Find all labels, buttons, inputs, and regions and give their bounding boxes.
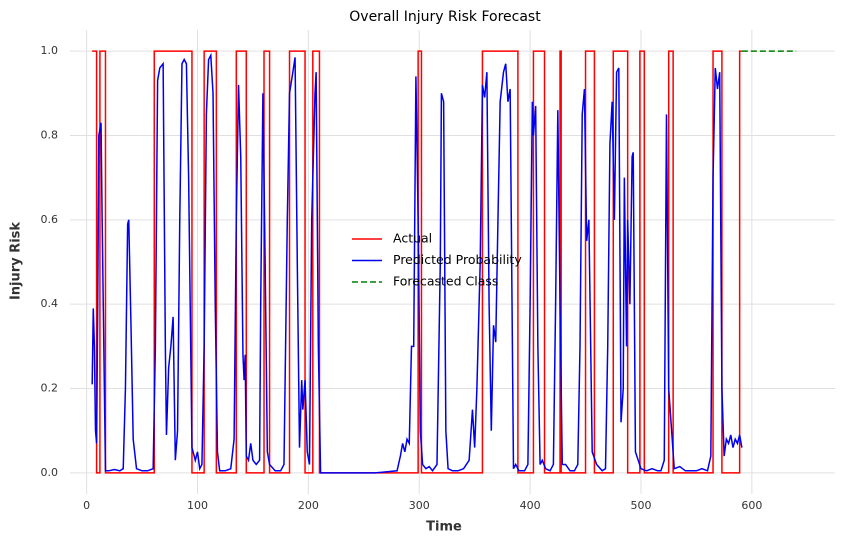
x-tick-label: 300 [409, 499, 430, 512]
legend-label: Actual [393, 231, 432, 246]
x-tick-label: 500 [630, 499, 651, 512]
legend-label: Predicted Probability [393, 252, 522, 267]
y-tick-label: 0.0 [41, 466, 59, 479]
series-line [91, 52, 743, 474]
chart-title: Overall Injury Risk Forecast [349, 9, 541, 25]
y-tick-label: 1.0 [41, 44, 59, 57]
x-tick-label: 600 [741, 499, 762, 512]
x-tick-label: 400 [520, 499, 541, 512]
x-tick-label: 100 [187, 499, 208, 512]
x-tick-label: 0 [83, 499, 90, 512]
x-tick-label: 200 [298, 499, 319, 512]
y-tick-label: 0.8 [41, 128, 59, 141]
legend: Actual Predicted Probability Forecasted Cl… [352, 231, 522, 289]
y-tick-label: 0.4 [41, 297, 59, 310]
y-tick-label: 0.2 [41, 382, 59, 395]
legend-label: Forecasted Class [393, 274, 498, 289]
x-axis-label: Time [426, 520, 462, 535]
y-tick-label: 0.6 [41, 213, 59, 226]
series-line [92, 50, 742, 474]
y-axis-label: Injury Risk [9, 222, 24, 300]
